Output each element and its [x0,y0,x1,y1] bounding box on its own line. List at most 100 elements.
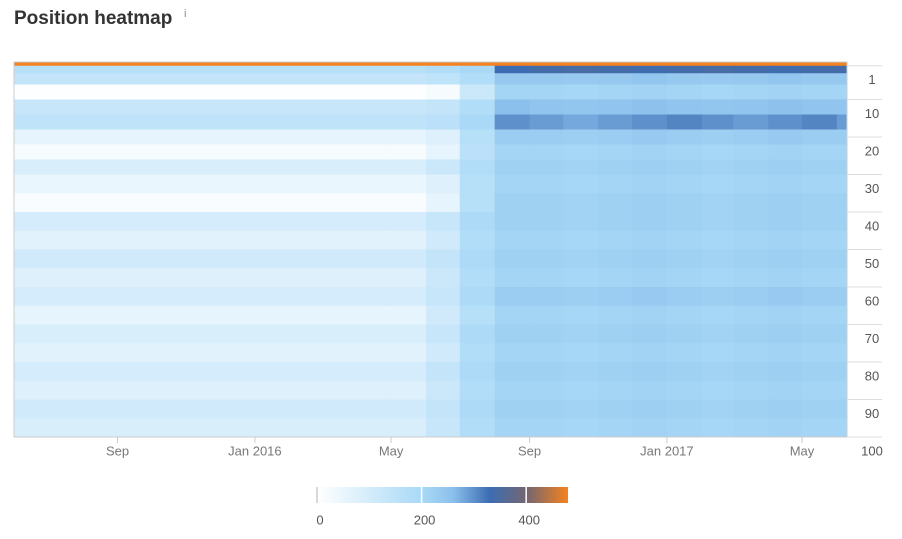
heat-cell [459,84,496,100]
heat-cell [391,174,427,194]
y-tick-label: 60 [865,293,879,308]
heat-cell [563,62,599,67]
heat-cell [151,193,187,213]
heat-cell [219,193,256,213]
heat-cell [82,362,119,382]
heat-cell [82,249,119,269]
heat-cell [459,212,496,232]
heat-cell [459,62,496,67]
heat-cell [254,418,291,438]
heat-cell [357,99,392,115]
heat-cell [733,343,769,363]
heat-cell [494,99,531,115]
y-tick-label: 70 [865,331,879,346]
info-icon[interactable]: i [184,8,186,20]
heat-cell [186,129,221,145]
heat-cell [14,305,49,325]
heat-cell [768,62,803,67]
heat-cell [391,399,427,419]
heat-cell [529,305,564,325]
heat-cell [666,114,703,130]
heat-cell [836,212,848,232]
heat-cell [357,230,392,250]
heat-cell [801,287,838,307]
heat-cell [14,380,49,400]
heat-cell [701,99,734,115]
heat-cell [801,380,838,400]
heat-cell [494,212,531,232]
heat-cell [151,99,187,115]
heat-cell [563,230,599,250]
heat-cell [357,343,392,363]
heat-cell [701,249,734,269]
heat-cell [836,65,848,74]
heat-cell [151,84,187,100]
heat-cell [768,73,803,85]
heat-cell [254,193,291,213]
heat-cell [459,305,496,325]
heat-cell [631,268,668,288]
heat-cell [151,114,187,130]
legend-tick-label: 200 [414,512,436,527]
heat-cell [529,73,564,85]
heat-cell [631,144,668,160]
heat-cell [529,129,564,145]
heat-cell [598,84,633,100]
heat-cell [459,324,496,344]
heat-cell [14,129,49,145]
heat-cell [322,212,358,232]
heat-cell [836,268,848,288]
heat-cell [768,159,803,175]
heat-cell [459,362,496,382]
heat-cell [425,212,461,232]
heat-cell [563,324,599,344]
heat-cell [701,62,734,67]
heat-cell [598,174,633,194]
heat-cell [391,380,427,400]
heat-cell [322,144,358,160]
heat-cell [47,212,84,232]
heat-cell [459,343,496,363]
heat-cell [459,114,496,130]
heat-cell [598,268,633,288]
heat-cell [494,159,531,175]
heat-cell [631,174,668,194]
heat-cell [733,114,769,130]
heat-cell [391,362,427,382]
heat-cell [289,174,323,194]
heat-cell [666,305,703,325]
heat-cell [357,399,392,419]
heat-cell [529,268,564,288]
heat-cell [289,305,323,325]
heat-cell [254,73,291,85]
heat-cell [836,305,848,325]
heat-cell [631,249,668,269]
heat-cell [768,362,803,382]
heat-cell [494,324,531,344]
heat-cell [151,212,187,232]
heat-cell [666,212,703,232]
heat-cell [322,65,358,74]
heat-cell [289,159,323,175]
heat-cell [117,324,152,344]
heat-cell [391,343,427,363]
heat-cell [82,343,119,363]
heat-cell [357,287,392,307]
heat-cell [598,343,633,363]
heat-cell [117,399,152,419]
heat-cell [701,399,734,419]
heat-cell [631,84,668,100]
heat-cell [494,144,531,160]
heat-cell [47,399,84,419]
heat-cell [666,65,703,74]
heat-cell [357,174,392,194]
heat-cell [733,99,769,115]
heat-cell [768,212,803,232]
heat-cell [82,144,119,160]
heat-cell [254,144,291,160]
heat-cell [82,84,119,100]
heat-cell [598,380,633,400]
heat-cell [322,62,358,67]
heat-cell [529,230,564,250]
heat-cell [322,174,358,194]
